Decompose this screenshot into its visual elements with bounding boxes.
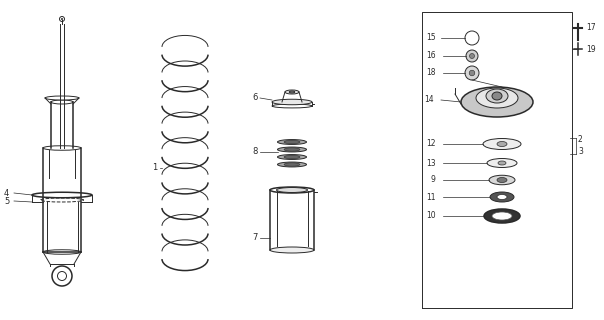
Ellipse shape	[272, 104, 312, 108]
Text: 1: 1	[152, 164, 157, 172]
Circle shape	[469, 53, 475, 59]
Ellipse shape	[461, 87, 533, 117]
Ellipse shape	[277, 188, 307, 193]
Text: 12: 12	[426, 140, 435, 148]
Ellipse shape	[270, 187, 314, 193]
Ellipse shape	[486, 89, 508, 103]
Text: 2: 2	[578, 135, 583, 145]
Ellipse shape	[32, 192, 92, 198]
Ellipse shape	[51, 100, 73, 104]
Ellipse shape	[277, 140, 306, 144]
Circle shape	[52, 266, 72, 286]
Text: 19: 19	[586, 44, 596, 53]
Text: 17: 17	[586, 23, 596, 33]
Ellipse shape	[272, 99, 312, 105]
Circle shape	[61, 18, 63, 20]
Text: 14: 14	[424, 95, 434, 105]
Text: 18: 18	[426, 68, 435, 77]
Ellipse shape	[476, 88, 518, 108]
Ellipse shape	[497, 141, 507, 147]
Ellipse shape	[490, 192, 514, 202]
Ellipse shape	[492, 92, 502, 100]
Ellipse shape	[285, 90, 299, 94]
Text: 11: 11	[426, 193, 435, 202]
Ellipse shape	[277, 147, 306, 152]
Ellipse shape	[489, 175, 515, 185]
Circle shape	[465, 66, 479, 80]
Ellipse shape	[45, 96, 79, 100]
Circle shape	[465, 31, 479, 45]
Ellipse shape	[483, 139, 521, 149]
Ellipse shape	[277, 162, 306, 167]
Ellipse shape	[277, 155, 306, 159]
Ellipse shape	[497, 195, 507, 199]
Ellipse shape	[270, 247, 314, 253]
Text: 3: 3	[578, 148, 583, 156]
Ellipse shape	[497, 178, 507, 182]
Text: 6: 6	[252, 93, 257, 102]
Ellipse shape	[289, 91, 295, 93]
Circle shape	[466, 50, 478, 62]
Ellipse shape	[284, 140, 300, 144]
Ellipse shape	[492, 212, 512, 220]
Text: 10: 10	[426, 212, 435, 220]
Ellipse shape	[487, 158, 517, 167]
Ellipse shape	[43, 250, 81, 254]
Text: 5: 5	[4, 196, 9, 205]
Text: 8: 8	[252, 148, 257, 156]
Text: 13: 13	[426, 158, 435, 167]
Ellipse shape	[284, 148, 300, 151]
Ellipse shape	[43, 146, 81, 150]
Circle shape	[469, 70, 475, 76]
Ellipse shape	[284, 155, 300, 159]
Ellipse shape	[484, 209, 520, 223]
Text: 4: 4	[4, 188, 9, 197]
Text: 15: 15	[426, 34, 435, 43]
Text: 7: 7	[252, 234, 257, 243]
Ellipse shape	[498, 161, 506, 165]
Text: 9: 9	[430, 175, 435, 185]
Text: 16: 16	[426, 52, 435, 60]
Ellipse shape	[284, 163, 300, 166]
